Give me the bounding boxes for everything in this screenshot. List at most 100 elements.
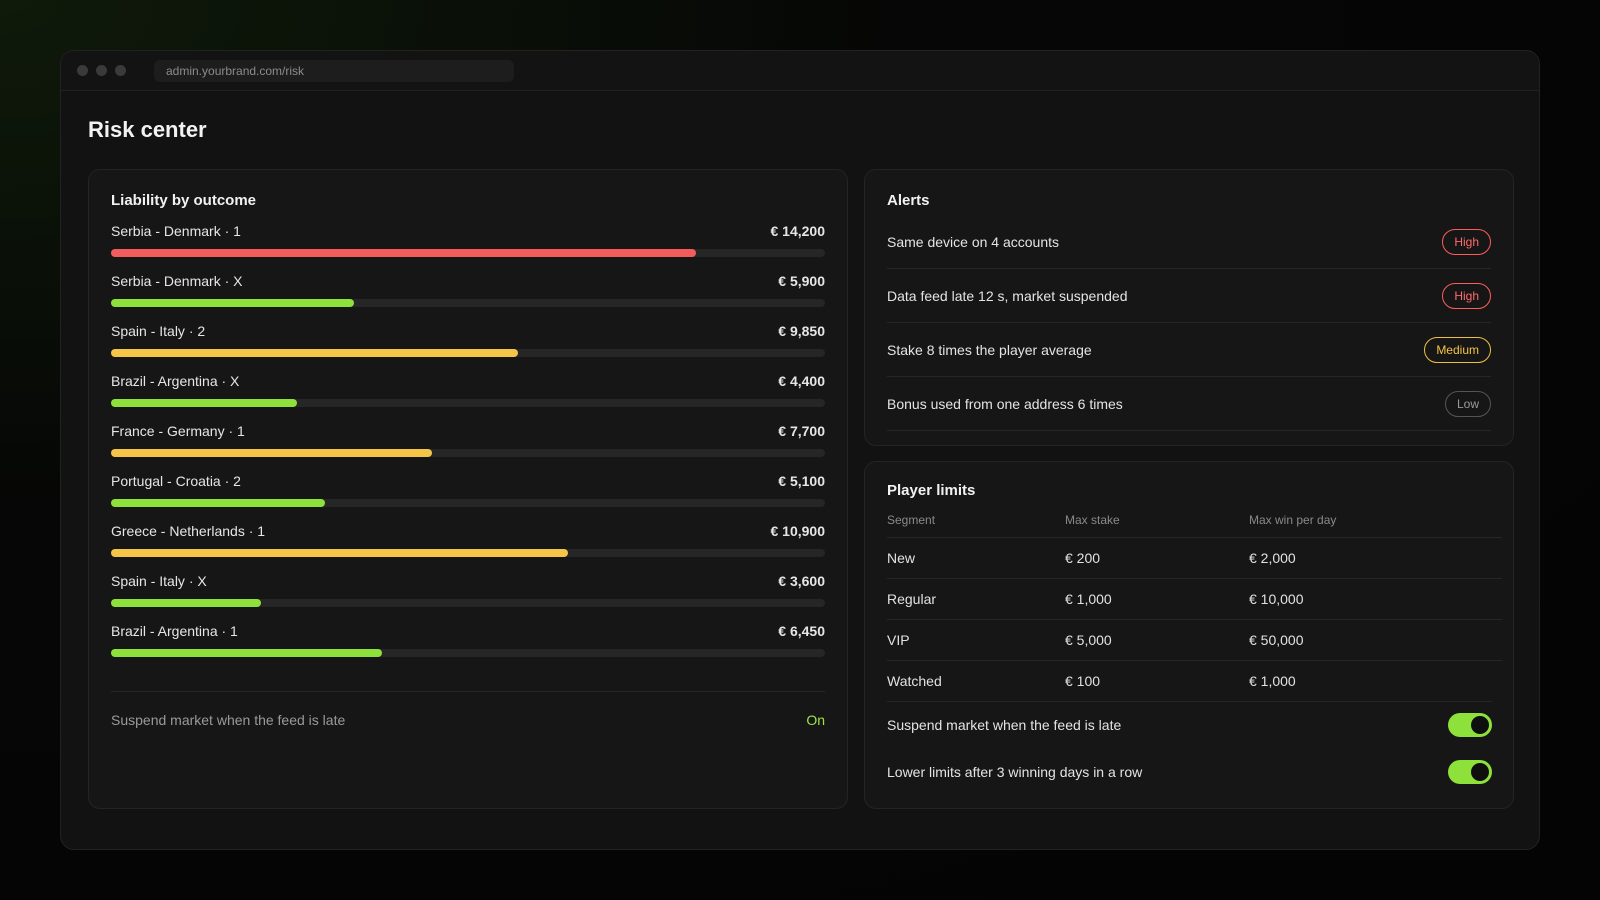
liability-row[interactable]: Brazil - Argentina · 1 € 6,450 <box>111 623 825 673</box>
liability-row[interactable]: Portugal - Croatia · 2 € 5,100 <box>111 473 825 523</box>
suspend-setting-label: Suspend market when the feed is late <box>111 712 346 728</box>
toggle-knob-icon <box>1471 716 1489 734</box>
liability-row-head: Spain - Italy · 2 € 9,850 <box>111 323 825 339</box>
liability-amount: € 5,100 <box>778 473 825 489</box>
outcome-label: Brazil - Argentina · 1 <box>111 623 238 639</box>
maximize-dot-icon[interactable] <box>115 65 126 76</box>
outcome-label: Serbia - Denmark · 1 <box>111 223 241 239</box>
liability-bar-fill <box>111 299 354 307</box>
liability-amount: € 14,200 <box>770 223 826 239</box>
alert-item[interactable]: Bonus used from one address 6 times Low <box>887 377 1491 431</box>
column-header-segment: Segment <box>887 513 936 527</box>
toggle-label: Suspend market when the feed is late <box>887 717 1122 733</box>
alerts-title: Alerts <box>887 192 930 209</box>
liability-bar-track <box>111 649 825 657</box>
liability-row[interactable]: Spain - Italy · 2 € 9,850 <box>111 323 825 373</box>
toggle-switch[interactable] <box>1448 759 1492 784</box>
alert-item[interactable]: Same device on 4 accounts High <box>887 215 1491 269</box>
outcome-label: France - Germany · 1 <box>111 423 245 439</box>
suspend-setting-state[interactable]: On <box>806 712 825 728</box>
toggle-setting-row: Suspend market when the feed is late <box>887 701 1492 748</box>
outcome-label: Portugal - Croatia · 2 <box>111 473 241 489</box>
player-limits-table: Segment Max stake Max win per day New € 2… <box>887 513 1502 701</box>
liability-footer: Suspend market when the feed is late On <box>111 691 825 728</box>
player-limits-card: Player limits Segment Max stake Max win … <box>864 461 1514 809</box>
max-win-cell: € 2,000 <box>1249 536 1502 578</box>
severity-badge: High <box>1442 228 1491 255</box>
max-win-cell: € 50,000 <box>1249 618 1502 660</box>
liability-row-head: Serbia - Denmark · X € 5,900 <box>111 273 825 289</box>
outcome-label: Spain - Italy · X <box>111 573 207 589</box>
liability-bar-fill <box>111 649 383 657</box>
segment-cell: Watched <box>887 659 1065 701</box>
table-row[interactable]: New € 200 € 2,000 <box>887 536 1502 578</box>
liability-bar-fill <box>111 349 518 357</box>
player-limits-title: Player limits <box>887 482 976 499</box>
settings-toggles: Suspend market when the feed is late Lowe… <box>887 701 1513 795</box>
liability-bar-fill <box>111 249 697 257</box>
table-row[interactable]: VIP € 5,000 € 50,000 <box>887 618 1502 660</box>
outcome-label: Serbia - Denmark · X <box>111 273 243 289</box>
table-header-row: Segment Max stake Max win per day <box>887 513 1502 537</box>
outcome-label: Spain - Italy · 2 <box>111 323 206 339</box>
segment-cell: New <box>887 536 1065 578</box>
liability-row-head: France - Germany · 1 € 7,700 <box>111 423 825 439</box>
liability-amount: € 3,600 <box>778 573 825 589</box>
table-row[interactable]: Regular € 1,000 € 10,000 <box>887 577 1502 619</box>
max-win-cell: € 10,000 <box>1249 577 1502 619</box>
liability-bar-track <box>111 599 825 607</box>
segment-cell: VIP <box>887 618 1065 660</box>
close-dot-icon[interactable] <box>77 65 88 76</box>
liability-row[interactable]: France - Germany · 1 € 7,700 <box>111 423 825 473</box>
liability-bar-track <box>111 549 825 557</box>
liability-row-head: Brazil - Argentina · X € 4,400 <box>111 373 825 389</box>
column-header-max-win: Max win per day <box>1249 513 1337 527</box>
liability-amount: € 5,900 <box>778 273 825 289</box>
toggle-setting-row: Lower limits after 3 winning days in a r… <box>887 748 1492 795</box>
liability-amount: € 4,400 <box>778 373 825 389</box>
titlebar: admin.yourbrand.com/risk <box>61 51 1539 91</box>
liability-list: Serbia - Denmark · 1 € 14,200 Serbia - Den… <box>111 223 825 673</box>
outcome-label: Brazil - Argentina · X <box>111 373 240 389</box>
minimize-dot-icon[interactable] <box>96 65 107 76</box>
max-stake-cell: € 1,000 <box>1065 577 1249 619</box>
table-row[interactable]: Watched € 100 € 1,000 <box>887 659 1502 701</box>
alert-item[interactable]: Data feed late 12 s, market suspended Hig… <box>887 269 1491 323</box>
alert-item[interactable]: Stake 8 times the player average Medium <box>887 323 1491 377</box>
liability-row-head: Spain - Italy · X € 3,600 <box>111 573 825 589</box>
liability-row[interactable]: Serbia - Denmark · 1 € 14,200 <box>111 223 825 273</box>
liability-bar-track <box>111 499 825 507</box>
page-title: Risk center <box>88 117 207 142</box>
liability-bar-fill <box>111 399 297 407</box>
column-header-max-stake: Max stake <box>1065 513 1120 527</box>
liability-bar-track <box>111 349 825 357</box>
liability-row[interactable]: Spain - Italy · X € 3,600 <box>111 573 825 623</box>
segment-cell: Regular <box>887 577 1065 619</box>
alerts-card: Alerts Same device on 4 accounts High Data… <box>864 169 1514 446</box>
liability-row[interactable]: Serbia - Denmark · X € 5,900 <box>111 273 825 323</box>
liability-bar-track <box>111 299 825 307</box>
toggle-label: Lower limits after 3 winning days in a r… <box>887 763 1143 780</box>
alerts-list: Same device on 4 accounts High Data feed l… <box>887 215 1491 431</box>
liability-title: Liability by outcome <box>111 192 257 209</box>
liability-amount: € 7,700 <box>778 423 825 439</box>
max-stake-cell: € 200 <box>1065 536 1249 578</box>
url-bar[interactable]: admin.yourbrand.com/risk <box>154 59 514 82</box>
severity-badge: Low <box>1444 390 1491 417</box>
liability-row[interactable]: Brazil - Argentina · X € 4,400 <box>111 373 825 423</box>
liability-bar-fill <box>111 549 568 557</box>
max-stake-cell: € 5,000 <box>1065 618 1249 660</box>
liability-row-head: Greece - Netherlands · 1 € 10,900 <box>111 523 825 539</box>
toggle-switch[interactable] <box>1448 713 1492 737</box>
toggle-knob-icon <box>1471 762 1489 781</box>
alert-text: Stake 8 times the player average <box>887 341 1092 358</box>
liability-row[interactable]: Greece - Netherlands · 1 € 10,900 <box>111 523 825 573</box>
liability-row-head: Serbia - Denmark · 1 € 14,200 <box>111 223 825 239</box>
liability-bar-track <box>111 449 825 457</box>
liability-row-head: Brazil - Argentina · 1 € 6,450 <box>111 623 825 639</box>
liability-bar-fill <box>111 599 261 607</box>
liability-row-head: Portugal - Croatia · 2 € 5,100 <box>111 473 825 489</box>
alert-text: Data feed late 12 s, market suspended <box>887 287 1128 304</box>
alert-text: Bonus used from one address 6 times <box>887 395 1123 412</box>
outcome-label: Greece - Netherlands · 1 <box>111 523 266 539</box>
